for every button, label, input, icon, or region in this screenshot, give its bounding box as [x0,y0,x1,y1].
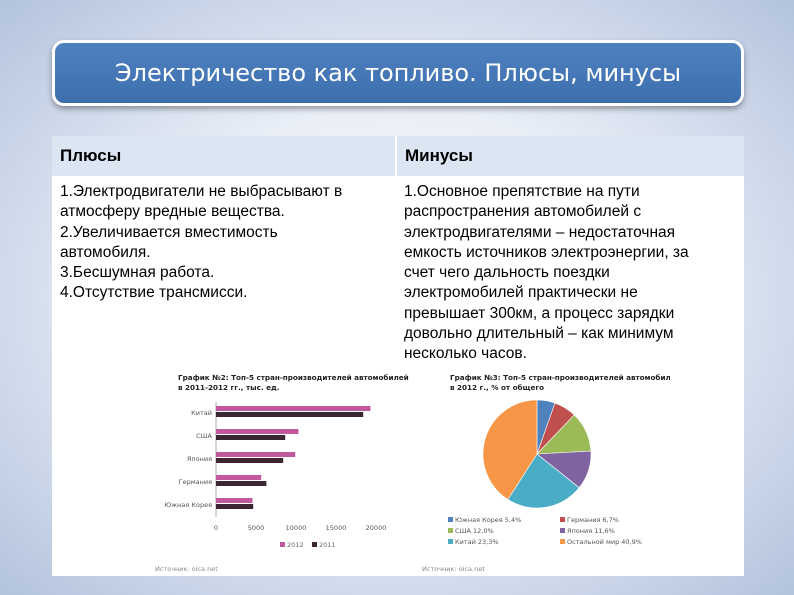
bar-2012 [216,429,299,434]
minus-line: счет чего дальность поездки [404,264,610,282]
plus-line: атмосферу вредные вещества. [60,203,285,221]
pie-legend-label: США 12,0% [455,527,494,535]
pie-legend-label: Германия 6,7% [567,516,619,524]
plus-cell: 1.Электродвигатели не выбрасывают в атмо… [60,182,342,304]
minus-cell: 1.Основное препятствие на пути распростр… [404,182,689,365]
slide-title: Электричество как топливо. Плюсы, минусы [114,59,682,87]
pie-legend-label: Япония 11,6% [567,527,615,535]
minus-line: несколько часов. [404,345,527,363]
header-plus: Плюсы [52,136,395,176]
minus-line: емкость источников электроэнергии, за [404,243,689,261]
minus-line: распространения автомобилей с [404,203,642,221]
bar-chart-source: Источник: oica.net [155,565,218,573]
pie-legend-swatch [560,539,565,544]
bar-legend: 2012 2011 [280,541,336,549]
bar-2011 [216,481,267,486]
pie-chart-title-line1: График №3: Топ-5 стран-производителей ав… [450,373,670,382]
bar-x-tick: 15000 [326,524,347,532]
bar-x-tick: 5000 [248,524,265,532]
pie-legend-label: Остальной мир 40,9% [567,538,642,546]
pie-slice [507,453,580,509]
pie-legend-swatch [448,539,453,544]
bar-x-tick: 10000 [286,524,307,532]
legend-swatch-2011 [312,542,317,547]
pros-cons-table: Плюсы Минусы 1.Электродвигатели не выбра… [52,136,744,576]
pie-chart-source: Источник: oica.net [422,565,485,573]
bar-2012 [216,498,253,503]
bar-category-label: Китай [191,409,212,417]
pie-legend-swatch [448,517,453,522]
pie-chart-title-line2: в 2012 г., % от общего [450,383,544,392]
legend-label-2011: 2011 [319,541,336,549]
header-minus: Минусы [397,136,744,176]
minus-line: электродвигателями – недостаточная [404,223,676,241]
plus-line: 1.Электродвигатели не выбрасывают в [60,183,343,200]
plus-line: 2.Увеличивается вместимость [60,223,278,241]
pie-legend-swatch [560,517,565,522]
bar-category-label: США [196,432,212,440]
bar-2011 [216,435,286,440]
bar-chart: График №2: Топ-5 стран-производителей ав… [155,373,409,573]
bar-chart-title-line2: в 2011-2012 гг., тыс. ед. [178,383,280,392]
pie-legend-label: Китай 23,3% [455,538,499,546]
bar-category-label: Япония [187,455,212,463]
minus-line: превышает 300км, а процесс зарядки [404,304,675,322]
bar-x-tick: 0 [214,524,218,532]
plus-line: автомобиля. [60,243,151,261]
bar-chart-title-line1: График №2: Топ-5 стран-производителей ав… [178,373,409,382]
bar-category-label: Южная Корея [164,501,212,509]
bar-x-tick: 20000 [366,524,387,532]
legend-swatch-2012 [280,542,285,547]
bar-2012 [216,406,371,411]
minus-line: 1.Основное препятствие на пути [404,183,640,200]
pie-legend-swatch [560,528,565,533]
pie-legend-label: Южная Корея 5,4% [455,516,521,524]
plus-line: 3.Бесшумная работа. [60,264,215,282]
pie-legend-swatch [448,528,453,533]
pie-slice [482,399,538,500]
minus-line: довольно длительный – как минимум [404,325,674,343]
bar-2012 [216,452,296,457]
slide-title-box: Электричество как топливо. Плюсы, минусы [52,40,744,106]
bar-2011 [216,458,284,463]
bar-2011 [216,412,364,417]
legend-label-2012: 2012 [287,541,304,549]
bar-2012 [216,475,262,480]
plus-line: 4.Отсутствие трансмисси. [60,284,248,302]
bar-category-label: Германия [179,478,212,486]
bar-2011 [216,504,254,509]
minus-line: электромобилей практически не [404,284,638,302]
pie-chart: График №3: Топ-5 стран-производителей ав… [422,373,670,573]
